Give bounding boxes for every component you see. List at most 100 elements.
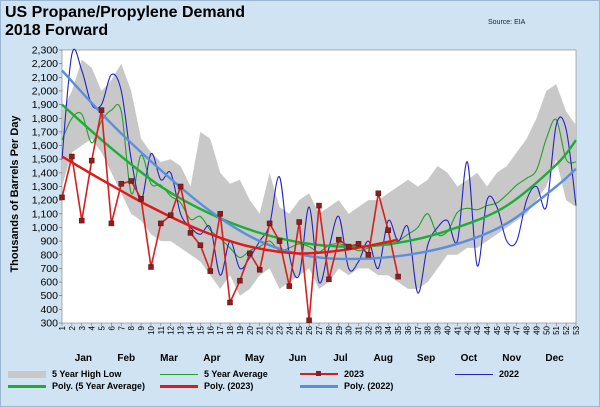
x-week-label: 23 [275,325,284,334]
y-tick-label: 2,300 [32,45,58,57]
x-week-label: 3 [78,325,87,330]
x-week-label: 31 [355,325,364,334]
x-week-label: 1 [58,325,67,330]
point-2023-week-12 [167,212,174,218]
x-week-label: 39 [434,325,443,334]
y-tick-label: 300 [40,318,58,330]
point-2023-week-4 [88,157,95,164]
legend-swatch [8,370,46,378]
month-label-aug: Aug [374,353,393,364]
legend-swatch [455,373,493,375]
legend-label: 2023 [344,369,365,379]
trend-5-year-average [61,103,577,248]
point-2023-week-9 [138,196,144,202]
month-label-apr: Apr [203,353,220,364]
point-2023-week-31 [355,241,362,247]
point-2023-week-35 [395,273,401,280]
x-week-label: 44 [483,325,492,334]
x-week-label: 40 [444,325,453,334]
band-high-low [62,59,576,296]
month-label-jun: Jun [289,353,307,364]
x-week-label: 32 [364,325,373,334]
x-week-label: 24 [285,325,294,334]
legend-entry: Poly. (2022) [300,381,393,391]
legend-label: Poly. (2023) [204,381,254,391]
point-2023-week-16 [207,268,214,274]
point-2023-week-34 [385,227,391,233]
y-tick-label: 1,900 [32,99,58,111]
month-label-mar: Mar [160,353,178,364]
x-week-label: 15 [196,325,205,334]
y-tick-label: 800 [40,249,58,261]
x-week-label: 37 [414,325,423,334]
y-tick-label: 700 [40,263,58,275]
legend-swatch [160,384,198,388]
x-week-label: 50 [542,325,551,334]
y-tick-label: 1,500 [32,154,58,166]
legend-swatch [8,384,46,388]
x-week-label: 43 [473,325,482,334]
month-label-nov: Nov [502,353,521,364]
x-week-label: 42 [463,325,472,334]
x-week-label: 51 [552,325,561,334]
x-week-label: 21 [256,325,265,334]
month-label-oct: Oct [461,353,478,364]
x-week-label: 25 [295,325,304,334]
legend-label: Poly. (2022) [344,381,394,391]
y-tick-label: 1,400 [32,167,58,179]
x-week-label: 26 [305,325,314,334]
legend-swatch [300,384,338,388]
x-week-label: 36 [404,325,413,334]
x-week-label: 14 [187,325,196,334]
point-2023-week-32 [365,252,372,258]
x-week-label: 20 [246,325,255,334]
x-week-label: 35 [394,325,403,334]
point-2023-week-14 [187,230,194,236]
point-2023-week-19 [237,277,243,284]
x-week-label: 45 [493,325,502,334]
point-2023-week-7 [118,181,125,187]
x-week-label: 28 [325,325,334,334]
y-tick-label: 900 [40,236,58,248]
x-week-label: 29 [335,325,344,334]
x-week-label: 22 [266,325,275,334]
point-2023-week-15 [197,242,204,248]
legend-swatch [160,373,198,375]
source-note: Source: EIA [488,19,526,26]
y-tick-label: 1,100 [32,208,58,220]
point-2023-week-2 [69,153,75,160]
x-week-label: 47 [513,325,522,334]
point-2023-week-3 [79,217,85,224]
point-2023-week-25 [296,219,302,225]
x-week-label: 9 [137,325,146,330]
month-label-may: May [245,353,265,364]
point-2023-week-17 [217,211,223,217]
x-week-label: 30 [345,325,354,334]
chart-title: US Propane/Propylene Demand [5,4,246,21]
y-tick-label: 400 [40,304,58,316]
x-week-label: 10 [147,325,156,334]
point-2023-week-27 [316,202,322,209]
point-2023-week-13 [177,183,184,190]
legend-label: 5 Year Average [204,369,268,379]
point-2023-week-33 [375,190,382,197]
point-2023-week-28 [326,276,332,283]
legend-entry: Poly. (2023) [160,381,253,391]
point-2023-week-29 [336,236,342,243]
legend-entry: 5 Year Average [160,369,268,379]
point-2023-week-11 [158,220,164,227]
x-week-label: 17 [216,325,225,334]
x-week-label: 16 [206,325,215,334]
x-week-label: 11 [157,325,166,334]
y-tick-label: 1,300 [32,181,58,193]
x-week-label: 38 [424,325,433,334]
x-week-label: 27 [315,325,324,334]
x-week-label: 2 [68,325,77,330]
series-2022 [61,48,577,294]
x-week-label: 18 [226,325,235,334]
trend-2023 [61,155,399,255]
x-week-label: 12 [167,325,176,334]
legend-swatch [300,371,338,376]
x-week-label: 53 [572,325,581,334]
y-tick-label: 600 [40,277,58,289]
